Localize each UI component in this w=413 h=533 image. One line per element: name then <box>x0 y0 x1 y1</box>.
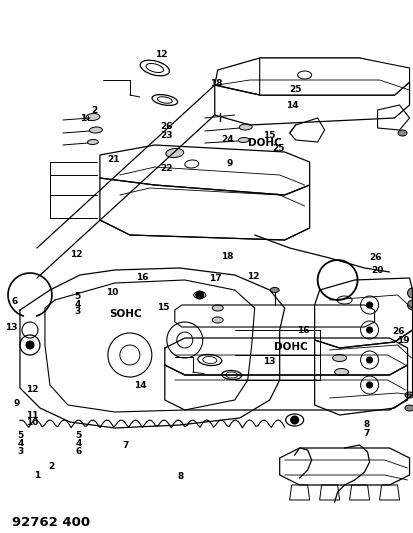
Ellipse shape <box>238 138 249 142</box>
Ellipse shape <box>332 354 347 361</box>
Text: 5: 5 <box>18 431 24 440</box>
Text: 9: 9 <box>227 159 233 167</box>
Circle shape <box>408 288 413 298</box>
Text: 6: 6 <box>12 297 18 306</box>
Text: 25: 25 <box>272 144 285 152</box>
Ellipse shape <box>405 392 413 398</box>
Circle shape <box>367 302 373 308</box>
Circle shape <box>367 327 373 333</box>
Circle shape <box>26 341 34 349</box>
Text: 26: 26 <box>160 123 173 131</box>
Text: SOHC: SOHC <box>109 310 142 319</box>
Ellipse shape <box>405 405 413 411</box>
Ellipse shape <box>86 114 100 120</box>
Polygon shape <box>260 58 410 95</box>
Text: 22: 22 <box>160 164 173 173</box>
Text: 4: 4 <box>74 300 81 309</box>
Text: 12: 12 <box>70 251 83 259</box>
Ellipse shape <box>212 305 223 311</box>
Text: 13: 13 <box>263 357 275 366</box>
Circle shape <box>367 382 373 388</box>
Text: 6: 6 <box>76 447 82 456</box>
Text: 7: 7 <box>123 441 129 450</box>
Text: 16: 16 <box>136 273 149 281</box>
Text: 5: 5 <box>74 293 81 301</box>
Text: DOHC: DOHC <box>248 138 282 148</box>
Text: 8: 8 <box>177 472 183 481</box>
Ellipse shape <box>89 127 102 133</box>
Text: 10: 10 <box>106 288 119 297</box>
Ellipse shape <box>212 317 223 323</box>
Circle shape <box>291 416 299 424</box>
Text: 18: 18 <box>210 79 223 88</box>
Text: 4: 4 <box>17 439 24 448</box>
Ellipse shape <box>270 287 279 293</box>
Text: 20: 20 <box>371 266 384 274</box>
Text: 14: 14 <box>286 101 299 109</box>
Text: 9: 9 <box>13 399 19 408</box>
Text: 26: 26 <box>392 327 405 336</box>
Text: 23: 23 <box>160 132 173 140</box>
Text: DOHC: DOHC <box>273 342 307 352</box>
Text: 8: 8 <box>364 420 370 429</box>
Text: 15: 15 <box>263 132 276 140</box>
Text: 25: 25 <box>289 85 301 94</box>
Text: 24: 24 <box>221 135 233 143</box>
Text: 19: 19 <box>397 336 409 345</box>
Circle shape <box>367 357 373 363</box>
Ellipse shape <box>335 368 349 376</box>
Text: 18: 18 <box>221 253 233 261</box>
Text: 13: 13 <box>5 324 18 332</box>
Circle shape <box>196 291 204 299</box>
Ellipse shape <box>88 140 98 144</box>
Text: 3: 3 <box>74 308 81 316</box>
Text: 15: 15 <box>157 303 169 312</box>
Text: 26: 26 <box>369 254 382 262</box>
Text: 12: 12 <box>247 272 260 281</box>
Text: 11: 11 <box>26 411 38 419</box>
Text: 12: 12 <box>26 385 38 394</box>
Text: 2: 2 <box>49 462 55 471</box>
Text: 21: 21 <box>107 156 120 164</box>
Text: 12: 12 <box>154 51 167 59</box>
Circle shape <box>408 300 413 310</box>
Ellipse shape <box>166 149 184 158</box>
Ellipse shape <box>398 130 407 136</box>
Text: 2: 2 <box>92 107 98 115</box>
Text: 1: 1 <box>81 114 87 123</box>
Text: 4: 4 <box>75 439 82 448</box>
Text: 5: 5 <box>76 431 82 440</box>
Text: 10: 10 <box>26 418 38 427</box>
Text: 1: 1 <box>34 472 40 480</box>
Text: 17: 17 <box>209 274 222 282</box>
Text: 3: 3 <box>18 447 24 456</box>
Text: 7: 7 <box>364 429 370 438</box>
Ellipse shape <box>239 124 252 130</box>
Text: 16: 16 <box>297 327 309 335</box>
Text: 14: 14 <box>134 381 147 390</box>
Text: 92762 400: 92762 400 <box>12 516 90 529</box>
